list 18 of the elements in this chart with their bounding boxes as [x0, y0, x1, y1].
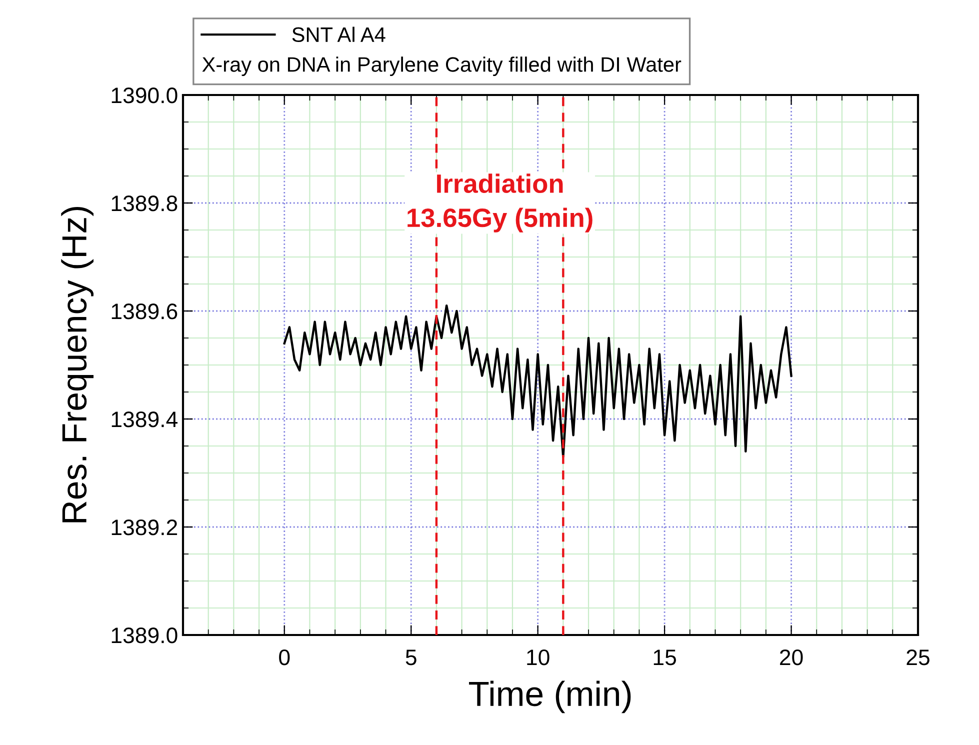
x-axis-title: Time (min)	[469, 680, 631, 714]
y-tick-label: 1390.0	[112, 88, 178, 104]
x-tick-label: 15	[654, 650, 676, 666]
y-axis-title: Res. Frequency (Hz)	[61, 206, 94, 522]
legend-title: X-ray on DNA in Parylene Cavity filled with DI Water	[202, 56, 682, 76]
y-tick-label: 1389.6	[112, 304, 178, 320]
x-tick-label: 20	[780, 649, 803, 666]
y-tick-label: 1389.2	[112, 520, 178, 536]
y-tick-label: 1389.4	[112, 412, 178, 428]
x-tick-label: 0	[279, 649, 290, 666]
y-tick-label: 1389.8	[112, 196, 178, 212]
x-tick-label: 10	[527, 649, 550, 666]
legend-label: SNT Al A4	[292, 26, 386, 42]
y-tick-label: 1389.0	[112, 628, 178, 644]
line-series	[283, 304, 792, 458]
x-tick-label: 5	[406, 650, 416, 666]
x-tick-label: 25	[906, 649, 930, 666]
annotation: Irradiation 13.65Gy (5min)	[408, 174, 592, 232]
